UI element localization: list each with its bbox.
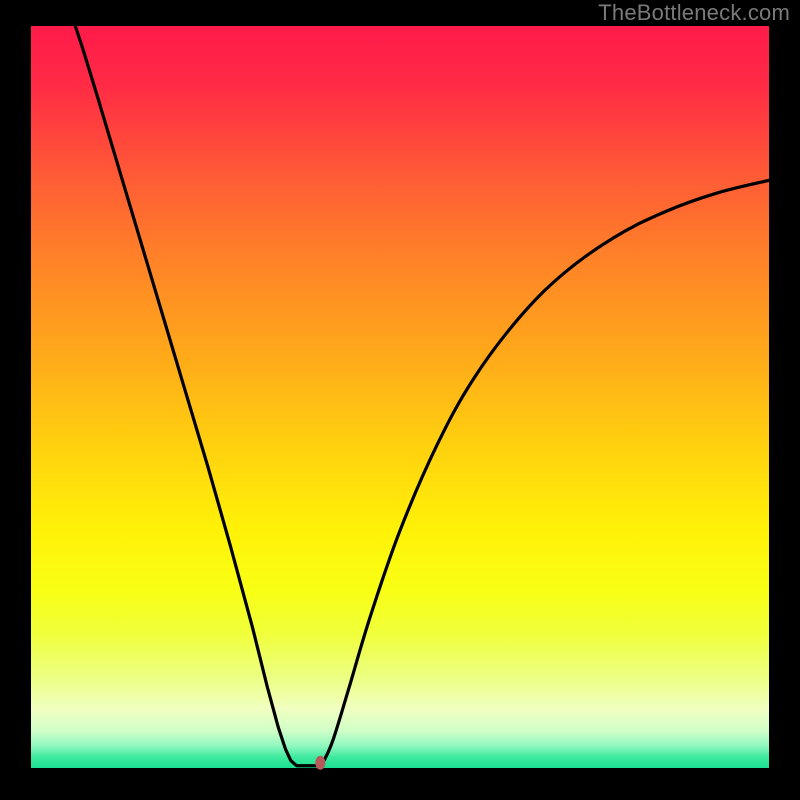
plot-background [31,26,769,768]
optimum-marker [315,756,325,770]
chart-frame: TheBottleneck.com [0,0,800,800]
watermark-text: TheBottleneck.com [598,0,790,26]
plot-svg [0,0,800,800]
